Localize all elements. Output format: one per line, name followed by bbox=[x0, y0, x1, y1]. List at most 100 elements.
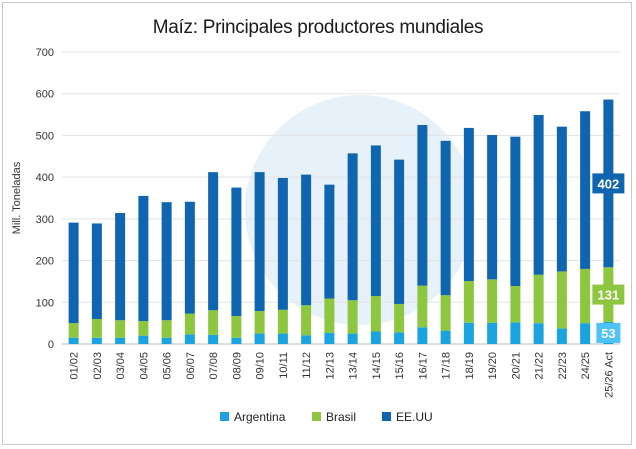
data-label-badge bbox=[596, 322, 621, 343]
x-tick-label: 18/19 bbox=[464, 352, 476, 380]
bar-argentina bbox=[208, 334, 219, 344]
x-tick-label: 05/06 bbox=[162, 352, 174, 380]
bar-brasil bbox=[580, 268, 591, 324]
bar-argentina bbox=[580, 323, 591, 344]
bar-ee-uu bbox=[91, 223, 102, 319]
bar-brasil bbox=[161, 320, 172, 338]
bar-brasil bbox=[347, 300, 358, 334]
bar-ee-uu bbox=[463, 127, 474, 282]
legend-label: Brasil bbox=[326, 410, 356, 424]
bar-ee-uu bbox=[208, 172, 219, 311]
bar-argentina bbox=[487, 322, 498, 344]
bar-brasil bbox=[533, 274, 544, 324]
bar-ee-uu bbox=[347, 153, 358, 301]
x-tick-label: 16/17 bbox=[417, 352, 429, 380]
x-tick-label: 10/11 bbox=[278, 352, 290, 379]
bar-ee-uu bbox=[370, 145, 381, 297]
bar-brasil bbox=[208, 310, 219, 335]
y-tick-label: 700 bbox=[36, 47, 54, 59]
legend-swatch bbox=[312, 412, 321, 421]
bar-ee-uu bbox=[231, 187, 242, 317]
chart-frame bbox=[2, 2, 632, 445]
x-tick-label: 11/12 bbox=[301, 352, 313, 379]
x-tick-label: 21/22 bbox=[534, 352, 546, 380]
x-tick-label: 04/05 bbox=[138, 352, 150, 380]
x-tick-label: 03/04 bbox=[115, 352, 127, 380]
legend-swatch bbox=[382, 412, 391, 421]
bar-brasil bbox=[91, 318, 102, 338]
x-tick-label: 25/26 Act bbox=[603, 352, 615, 398]
bar-ee-uu bbox=[556, 126, 567, 272]
y-tick-label: 600 bbox=[36, 89, 54, 101]
data-label-value: 131 bbox=[598, 288, 620, 303]
y-tick-label: 0 bbox=[48, 339, 54, 351]
grid-lines bbox=[62, 51, 620, 345]
bar-ee-uu bbox=[301, 174, 312, 306]
bar-ee-uu bbox=[277, 177, 288, 310]
legend: Argentina Brasil EE.UU bbox=[220, 410, 433, 424]
data-label-value: 53 bbox=[601, 326, 615, 341]
y-tick-label: 100 bbox=[36, 297, 54, 309]
bar-argentina bbox=[533, 323, 544, 344]
y-tick-label: 300 bbox=[36, 214, 54, 226]
x-tick-label: 15/16 bbox=[394, 352, 406, 380]
bar-brasil bbox=[370, 296, 381, 332]
bar-brasil bbox=[301, 305, 312, 336]
bar-brasil bbox=[68, 323, 79, 338]
x-tick-label: 17/18 bbox=[441, 352, 453, 380]
bar-argentina bbox=[138, 335, 149, 344]
x-tick-label: 07/08 bbox=[208, 352, 220, 380]
x-tick-label: 22/23 bbox=[557, 352, 569, 380]
legend-swatch bbox=[220, 412, 229, 421]
bar-brasil bbox=[231, 316, 242, 338]
bar-argentina bbox=[115, 337, 126, 344]
y-tick-labels: 0 100 200 300 400 500 600 700 bbox=[36, 47, 54, 351]
bar-brasil bbox=[556, 271, 567, 329]
bar-ee-uu bbox=[394, 159, 405, 304]
x-tick-label: 20/21 bbox=[510, 352, 522, 380]
bar-brasil bbox=[440, 295, 451, 331]
bar-argentina bbox=[370, 331, 381, 344]
bar-brasil bbox=[510, 286, 521, 323]
y-tick-label: 400 bbox=[36, 172, 54, 184]
bar-argentina bbox=[68, 337, 79, 344]
bar-brasil bbox=[138, 321, 149, 336]
y-tick-label: 500 bbox=[36, 130, 54, 142]
x-tick-label: 01/02 bbox=[69, 352, 81, 380]
bar-brasil bbox=[394, 303, 405, 333]
bar-argentina bbox=[161, 337, 172, 344]
bar-ee-uu bbox=[138, 195, 149, 322]
bar-ee-uu bbox=[254, 172, 265, 312]
y-axis-label: Mill. Toneladas bbox=[11, 161, 23, 234]
bar-ee-uu bbox=[184, 201, 195, 314]
bar-brasil bbox=[487, 279, 498, 323]
bar-ee-uu bbox=[115, 213, 126, 321]
bar-brasil bbox=[184, 313, 195, 335]
bar-argentina bbox=[301, 335, 312, 344]
data-labels: 402 131 53 bbox=[592, 173, 625, 343]
bar-brasil bbox=[324, 298, 335, 333]
bar-brasil bbox=[417, 285, 428, 328]
bar-argentina bbox=[394, 332, 405, 344]
x-tick-label: 08/09 bbox=[231, 352, 243, 380]
bar-argentina bbox=[91, 337, 102, 344]
data-label-badge bbox=[592, 284, 625, 305]
x-tick-label: 14/15 bbox=[371, 352, 383, 380]
bar-argentina bbox=[184, 334, 195, 344]
bar-ee-uu bbox=[161, 202, 172, 321]
legend-label: Argentina bbox=[234, 410, 286, 424]
bar-argentina bbox=[556, 328, 567, 344]
chart-title: Maíz: Principales productores mundiales bbox=[153, 17, 483, 38]
bar-ee-uu bbox=[324, 184, 335, 299]
data-label-badge bbox=[592, 173, 625, 194]
bar-argentina bbox=[510, 322, 521, 344]
bar-argentina bbox=[440, 330, 451, 344]
x-tick-label: 13/14 bbox=[348, 352, 360, 380]
y-tick-label: 200 bbox=[36, 256, 54, 268]
bar-ee-uu bbox=[580, 111, 591, 269]
bar-argentina bbox=[347, 333, 358, 344]
x-tick-label: 24/25 bbox=[580, 352, 592, 380]
bar-ee-uu bbox=[510, 136, 521, 287]
bar-brasil bbox=[463, 281, 474, 323]
